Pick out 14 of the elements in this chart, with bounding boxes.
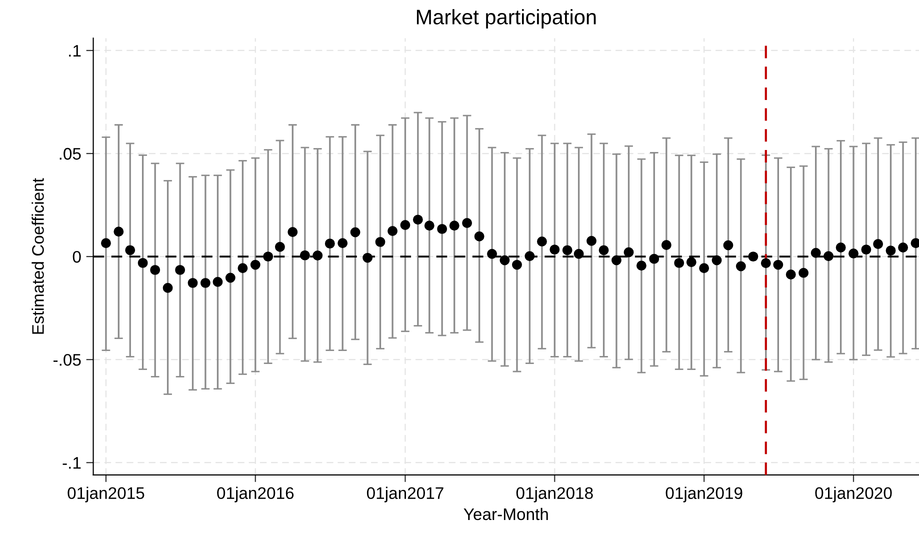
y-tick-label: 0	[72, 250, 81, 263]
x-tick-label: 01jan2019	[666, 486, 742, 502]
y-tick-label: .1	[69, 45, 81, 57]
y-tick-label: -.05	[53, 354, 81, 366]
x-tick-label: 01jan2018	[516, 486, 593, 502]
y-tick-label: -.1	[62, 457, 81, 469]
x-tick-label: 01jan2015	[68, 486, 144, 502]
x-tick-label: 01jan2020	[815, 486, 892, 502]
y-tick-label: .05	[60, 148, 81, 160]
x-tick-label: 01jan2017	[366, 486, 444, 502]
x-tick-label: 01jan2016	[217, 486, 294, 502]
x-axis-title: Year-Month	[464, 508, 548, 520]
y-axis-title: Estimated Coefficient	[32, 178, 44, 334]
chart-title: Market participation	[416, 9, 596, 29]
